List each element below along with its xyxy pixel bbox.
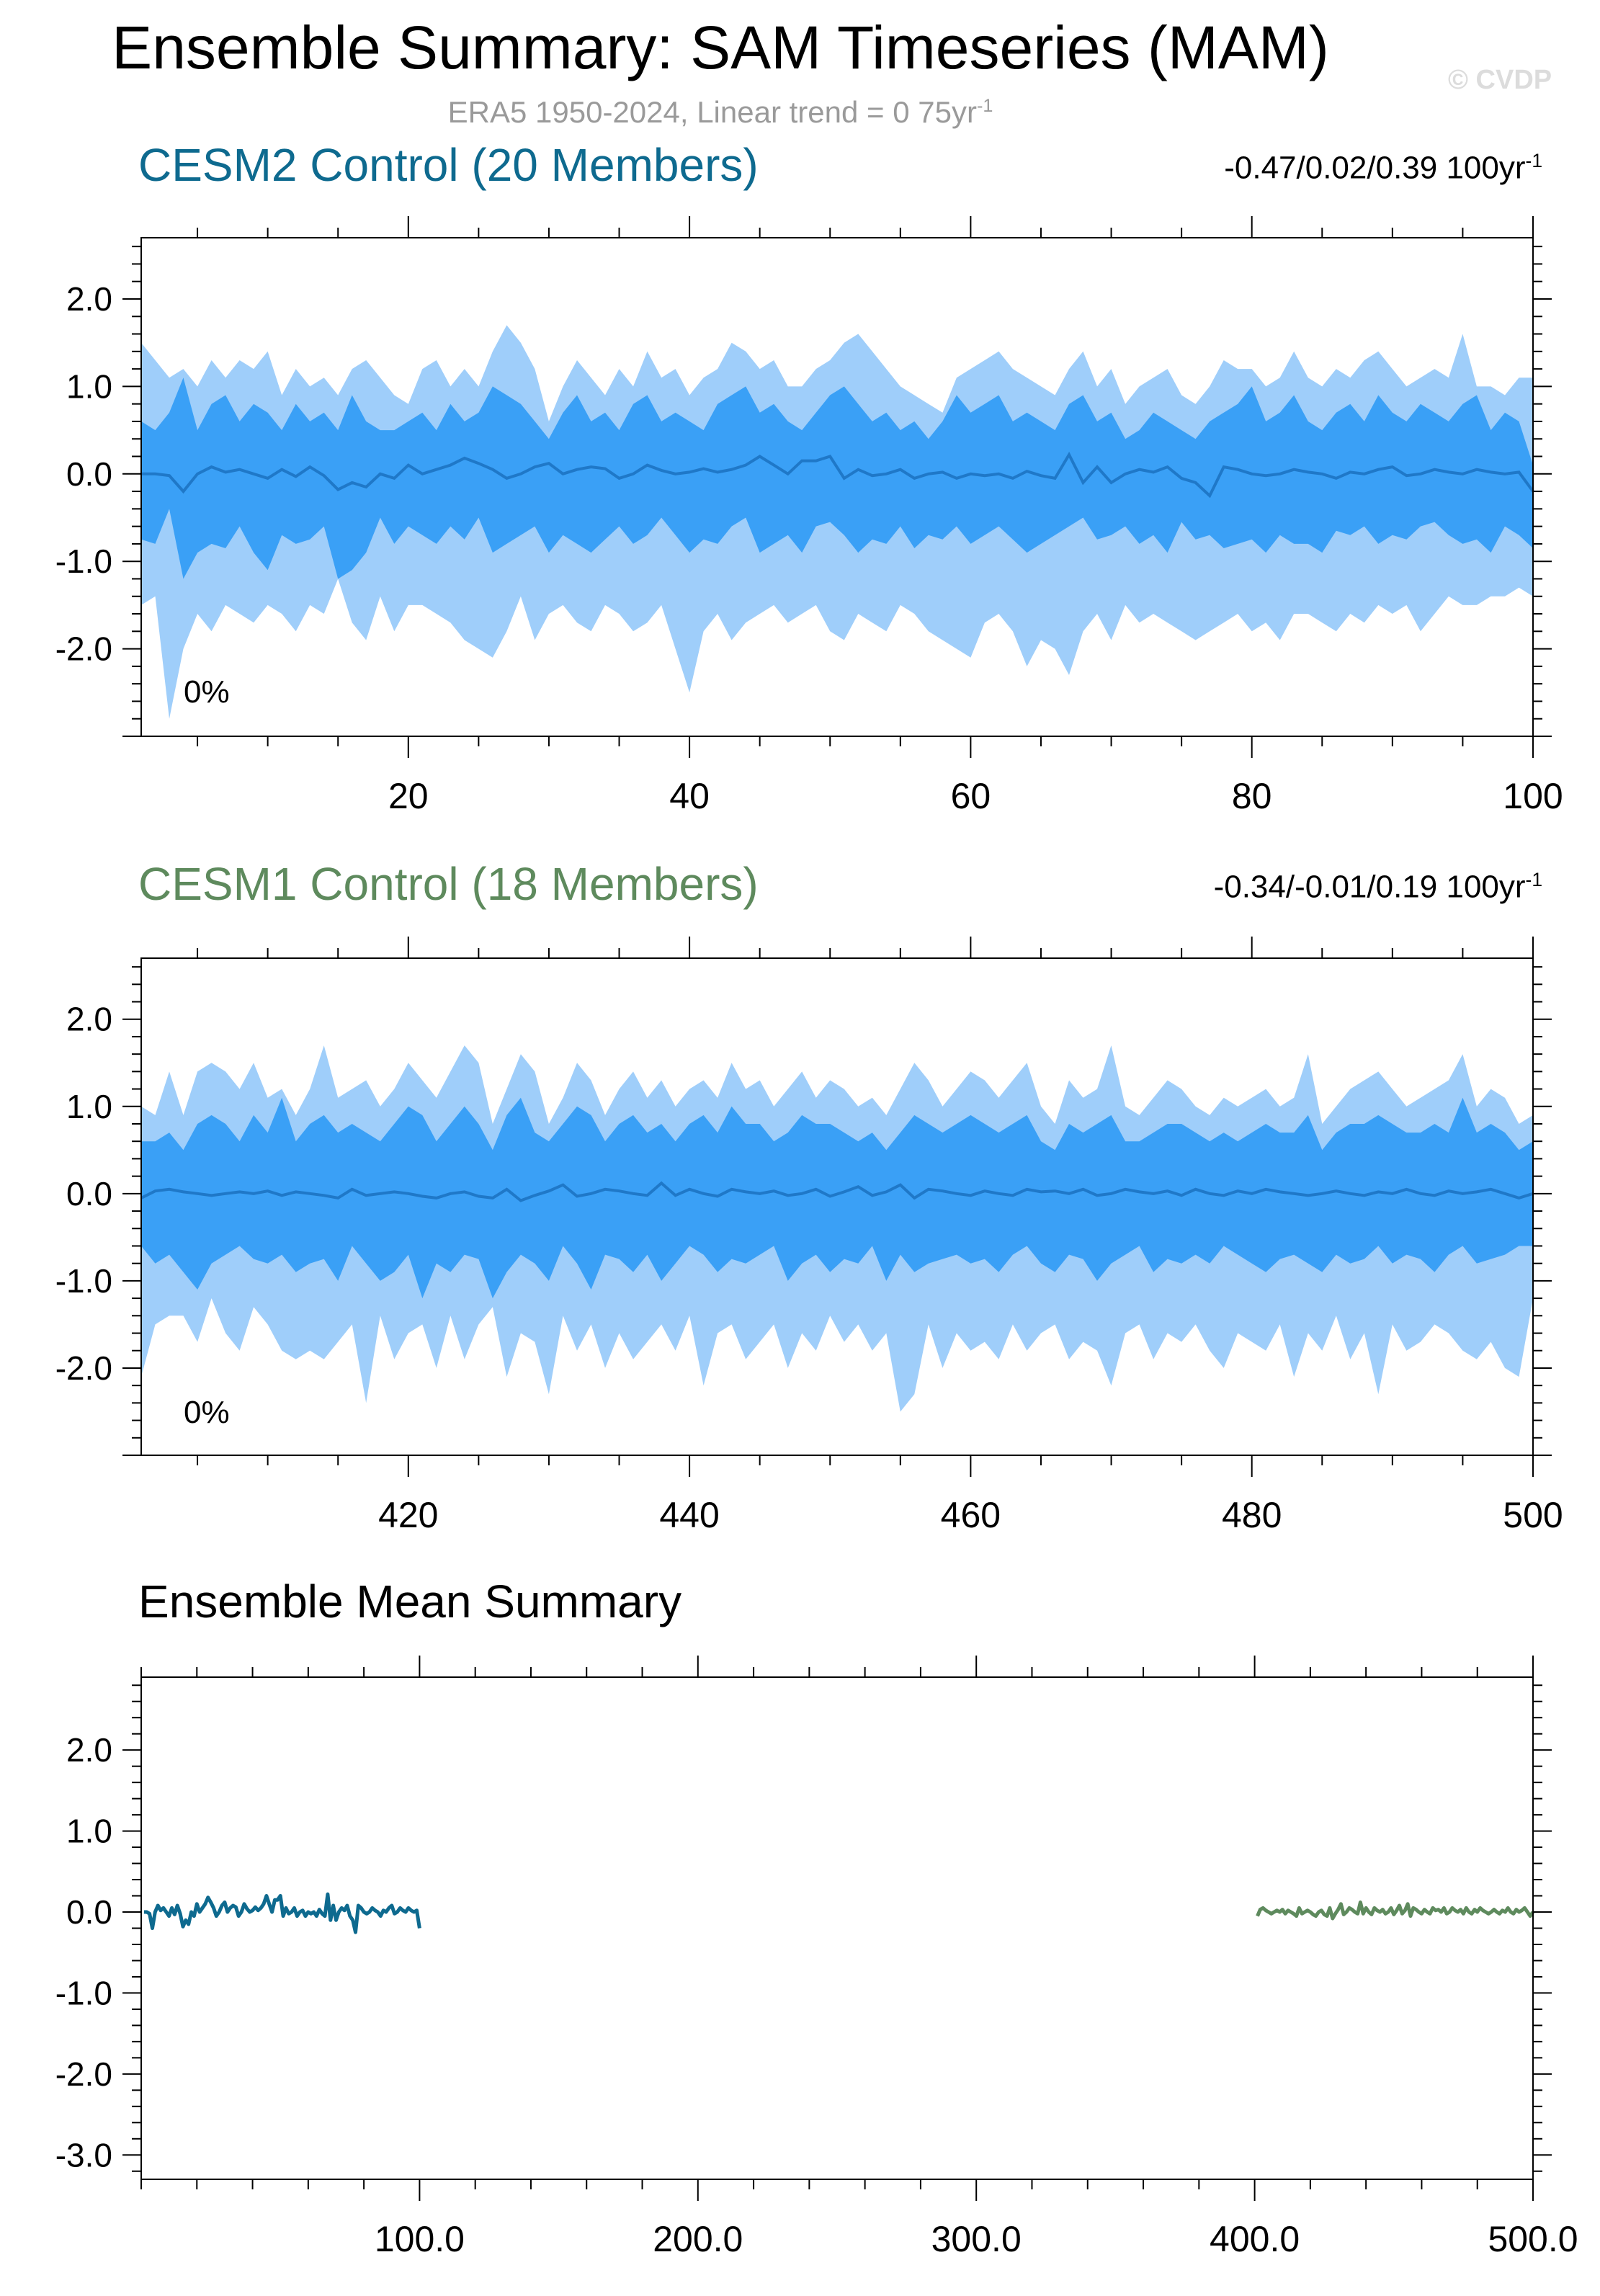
y-tick-label: -1.0 — [55, 542, 112, 580]
x-tick-label: 300.0 — [931, 2219, 1022, 2259]
y-tick-label: -2.0 — [55, 1349, 112, 1387]
panel-2-title: CESM1 Control (18 Members) — [138, 858, 759, 910]
panel-2: 0% 2.0 1.0 0.0 -1.0 -2.0 420 440 460 480 500 — [55, 937, 1563, 1535]
x-tick-label: 100.0 — [375, 2219, 465, 2259]
panel-2-trend: -0.34/-0.01/0.19 100yr-1 — [1214, 869, 1542, 906]
x-tick-label: 460 — [941, 1495, 1001, 1535]
percent-annotation: 0% — [184, 674, 230, 710]
y-tick-label: 2.0 — [66, 1731, 112, 1769]
plot-frame — [140, 237, 1534, 737]
y-tick-label: 0.0 — [66, 1893, 112, 1931]
y-tick-label: 0.0 — [66, 1175, 112, 1212]
x-tick-label: 80 — [1232, 776, 1272, 816]
ensemble-mean-line — [140, 1181, 1534, 1202]
spread-band-inner — [141, 378, 1533, 579]
spread-band-inner — [141, 1097, 1533, 1299]
panel-2-trend-text: -0.34/-0.01/0.19 100yr — [1213, 869, 1526, 905]
y-tick-label: -1.0 — [55, 1974, 112, 2011]
y-tick-label: 0.0 — [66, 455, 112, 493]
panel-1-trend-text: -0.47/0.02/0.39 100yr — [1224, 150, 1526, 186]
y-tick-label: 1.0 — [66, 367, 112, 405]
y-tick-label: 2.0 — [66, 280, 112, 318]
panel-1-trend-superscript: -1 — [1525, 150, 1542, 171]
panel-2-trend-superscript: -1 — [1525, 869, 1542, 890]
mean-line-cesm2 — [143, 1892, 421, 1934]
y-tick-label: 1.0 — [66, 1088, 112, 1125]
plot-frame — [140, 957, 1534, 1456]
y-tick-label: 1.0 — [66, 1813, 112, 1850]
x-tick-label: 40 — [669, 776, 710, 816]
y-tick-label: -2.0 — [55, 2055, 112, 2093]
subtitle-text: ERA5 1950-2024, Linear trend = 0 75yr — [447, 95, 977, 129]
x-tick-label: 500.0 — [1488, 2219, 1578, 2259]
y-tick-label: -1.0 — [55, 1262, 112, 1300]
watermark: © CVDP — [1448, 65, 1552, 95]
subtitle-superscript: -1 — [976, 96, 993, 116]
x-tick-label: 20 — [388, 776, 429, 816]
x-tick-label: 440 — [659, 1495, 719, 1535]
y-tick-label: -2.0 — [55, 630, 112, 668]
y-tick-label: 2.0 — [66, 1001, 112, 1038]
x-tick-label: 60 — [951, 776, 991, 816]
panel-3: 2.0 1.0 0.0 -1.0 -2.0 -3.0 100.0 200.0 300.0 400.… — [55, 1656, 1578, 2259]
x-tick-label: 420 — [378, 1495, 438, 1535]
plot-frame — [140, 1676, 1534, 2180]
x-tick-label: 480 — [1222, 1495, 1282, 1535]
panel-1-trend: -0.47/0.02/0.39 100yr-1 — [1224, 150, 1542, 187]
ensemble-mean-line — [141, 451, 1534, 499]
x-tick-label: 200.0 — [653, 2219, 743, 2259]
subtitle: ERA5 1950-2024, Linear trend = 0 75yr-1 — [0, 95, 1441, 130]
mean-line-cesm1 — [1256, 1900, 1535, 1921]
panel-1-title: CESM2 Control (20 Members) — [138, 139, 759, 191]
main-title: Ensemble Summary: SAM Timeseries (MAM) — [112, 14, 1329, 81]
x-tick-label: 100 — [1503, 776, 1563, 816]
y-tick-label: -3.0 — [55, 2136, 112, 2174]
panel-1: 0% 2.0 1.0 0.0 -1.0 -2.0 20 40 60 80 100 — [55, 216, 1563, 816]
panel-3-title: Ensemble Mean Summary — [138, 1576, 682, 1627]
x-tick-label: 500 — [1503, 1495, 1563, 1535]
percent-annotation: 0% — [184, 1395, 230, 1430]
x-tick-label: 400.0 — [1210, 2219, 1300, 2259]
